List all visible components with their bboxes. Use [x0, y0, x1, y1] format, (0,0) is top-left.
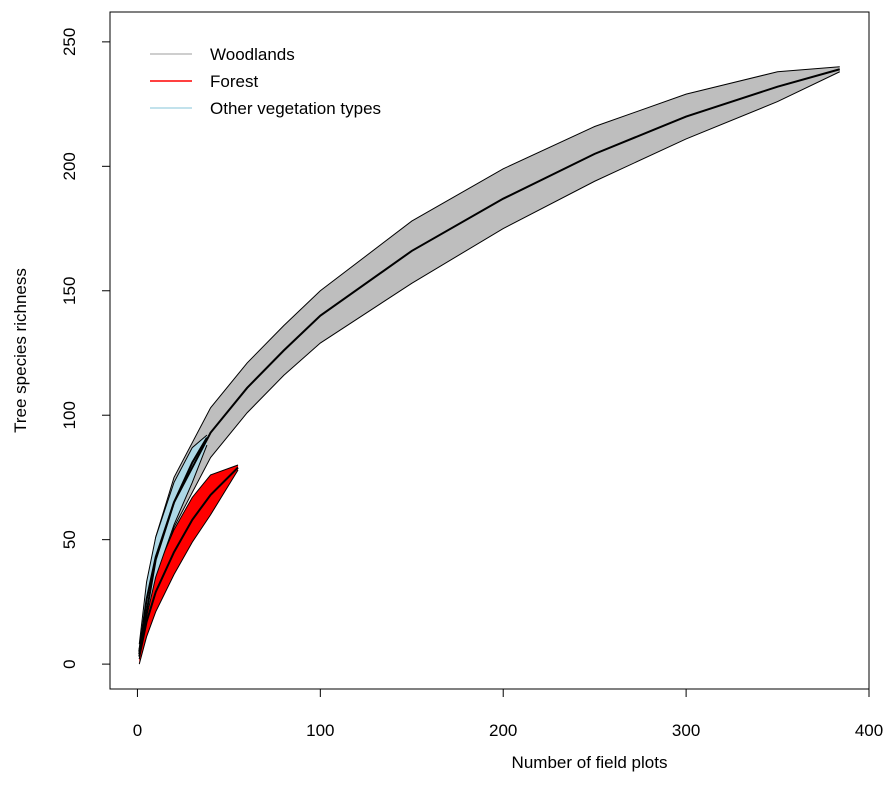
legend-label-forest: Forest — [210, 72, 258, 91]
y-tick-label: 150 — [60, 277, 79, 305]
woodlands-mean-line — [138, 68, 841, 655]
other-vegetation-types-mean-line — [138, 437, 208, 652]
y-tick-label: 250 — [60, 28, 79, 56]
woodlands-confidence-band — [139, 66, 840, 660]
y-tick-label: 50 — [60, 530, 79, 549]
forest-lower-bound — [138, 469, 239, 665]
y-tick-label: 200 — [60, 152, 79, 180]
x-tick-label: 300 — [672, 721, 700, 740]
mean-curves — [138, 68, 841, 657]
legend-label-woodlands: Woodlands — [210, 45, 295, 64]
other-vegetation-types-confidence-band — [139, 435, 207, 660]
x-axis: 0 100 200 300 400 — [133, 688, 883, 740]
woodlands-lower-bound — [138, 71, 840, 660]
x-tick-label: 0 — [133, 721, 142, 740]
x-axis-title: Number of field plots — [512, 753, 668, 772]
legend-label-other-vegetation-types: Other vegetation types — [210, 99, 381, 118]
y-axis: 0 50 100 150 200 250 — [60, 28, 111, 669]
forest-mean-line — [138, 466, 239, 657]
x-tick-label: 100 — [306, 721, 334, 740]
y-axis-title: Tree species richness — [11, 268, 30, 433]
confidence-bands — [138, 66, 840, 665]
x-tick-label: 200 — [489, 721, 517, 740]
x-tick-label: 400 — [855, 721, 883, 740]
other-vegetation-types-upper-bound — [138, 434, 208, 645]
woodlands-upper-bound — [138, 66, 840, 650]
legend: Woodlands Forest Other vegetation types — [150, 45, 381, 118]
y-tick-label: 100 — [60, 401, 79, 429]
y-tick-label: 0 — [60, 659, 79, 668]
